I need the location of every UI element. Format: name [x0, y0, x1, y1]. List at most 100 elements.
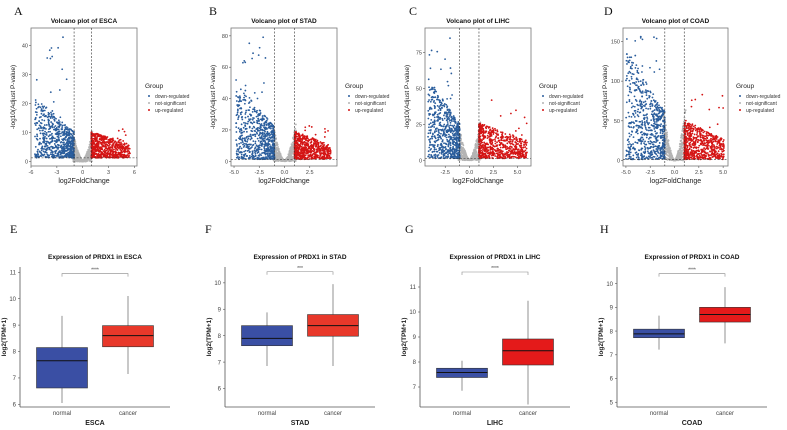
point-down-regulated: [53, 146, 56, 149]
point-down-regulated: [34, 116, 37, 119]
point-up-regulated: [120, 141, 122, 144]
point-down-regulated: [427, 117, 430, 120]
point-down-regulated: [250, 137, 253, 140]
point-down-regulated: [429, 67, 432, 70]
point-down-regulated: [250, 155, 253, 158]
point-up-regulated: [108, 140, 110, 143]
y-tick-label: 40: [222, 97, 228, 103]
point-up-regulated: [317, 144, 320, 147]
point-down-regulated: [239, 96, 242, 99]
point-up-regulated: [99, 155, 102, 158]
point-not-significant: [288, 160, 291, 163]
point-down-regulated: [57, 128, 60, 131]
point-down-regulated: [441, 98, 444, 101]
point-down-regulated: [265, 121, 268, 124]
point-down-regulated: [250, 99, 253, 102]
point-down-regulated: [429, 140, 431, 143]
point-down-regulated: [240, 111, 243, 114]
point-down-regulated: [45, 151, 48, 154]
point-down-regulated: [263, 122, 266, 125]
point-up-regulated: [329, 148, 332, 151]
point-down-regulated: [258, 122, 261, 125]
point-down-regulated: [53, 118, 56, 121]
point-down-regulated: [446, 118, 449, 121]
point-down-regulated: [266, 132, 269, 135]
point-down-regulated: [457, 139, 460, 142]
point-up-regulated: [119, 146, 122, 148]
point-down-regulated: [265, 127, 268, 130]
point-down-regulated: [252, 156, 255, 159]
point-down-regulated: [41, 145, 44, 148]
point-not-significant: [78, 155, 80, 157]
point-up-regulated: [315, 145, 317, 148]
point-down-regulated: [39, 151, 42, 154]
point-up-regulated: [108, 145, 110, 147]
point-down-regulated: [63, 131, 65, 134]
point-down-regulated: [34, 135, 36, 138]
point-down-regulated: [52, 100, 55, 103]
point-up-regulated: [300, 145, 303, 148]
point-down-regulated: [44, 130, 46, 133]
point-down-regulated: [448, 126, 451, 129]
point-down-regulated: [240, 100, 243, 103]
point-down-regulated: [441, 107, 443, 109]
point-down-regulated: [450, 155, 452, 158]
point-down-regulated: [264, 141, 267, 144]
point-down-regulated: [271, 123, 274, 126]
point-down-regulated: [41, 105, 44, 108]
point-down-regulated: [259, 118, 262, 121]
point-up-regulated: [104, 141, 107, 144]
point-down-regulated: [66, 149, 69, 152]
point-up-regulated: [328, 157, 330, 160]
point-down-regulated: [48, 115, 51, 118]
point-up-regulated: [297, 139, 300, 141]
point-down-regulated: [435, 130, 438, 132]
point-down-regulated: [438, 118, 441, 121]
point-down-regulated: [250, 114, 252, 117]
point-down-regulated: [450, 118, 453, 121]
point-down-regulated: [237, 118, 239, 121]
point-down-regulated: [243, 121, 245, 124]
point-down-regulated: [245, 135, 248, 138]
point-down-regulated: [42, 150, 45, 153]
point-down-regulated: [240, 132, 243, 134]
point-up-regulated: [97, 142, 100, 145]
point-up-regulated: [311, 137, 314, 140]
point-down-regulated: [48, 49, 51, 52]
point-up-regulated: [99, 134, 102, 137]
point-down-regulated: [428, 146, 431, 149]
point-up-regulated: [117, 151, 120, 154]
point-down-regulated: [451, 132, 454, 135]
point-not-significant: [275, 141, 278, 144]
point-up-regulated: [329, 151, 332, 153]
legend-entry: up-regulated: [355, 108, 383, 114]
point-up-regulated: [100, 147, 103, 149]
point-up-regulated: [305, 142, 308, 145]
point-down-regulated: [440, 125, 443, 127]
point-down-regulated: [269, 121, 272, 124]
point-up-regulated: [305, 137, 308, 140]
point-down-regulated: [69, 146, 72, 149]
point-down-regulated: [457, 131, 459, 134]
point-up-regulated: [304, 154, 307, 157]
point-up-regulated: [296, 147, 299, 150]
point-down-regulated: [246, 138, 249, 141]
panel-letter: A: [14, 4, 23, 18]
point-up-regulated: [526, 141, 528, 144]
point-down-regulated: [43, 109, 46, 112]
point-down-regulated: [45, 115, 47, 118]
point-down-regulated: [442, 155, 445, 157]
point-down-regulated: [40, 142, 43, 145]
point-down-regulated: [267, 141, 270, 144]
point-up-regulated: [114, 148, 117, 150]
point-down-regulated: [53, 143, 56, 145]
point-not-significant: [474, 144, 477, 146]
point-down-regulated: [37, 155, 40, 158]
point-up-regulated: [120, 146, 123, 148]
point-down-regulated: [60, 152, 63, 155]
point-not-significant: [88, 152, 91, 155]
point-not-significant: [462, 154, 465, 157]
point-down-regulated: [48, 123, 51, 126]
point-down-regulated: [442, 125, 445, 128]
point-not-significant: [85, 158, 88, 161]
